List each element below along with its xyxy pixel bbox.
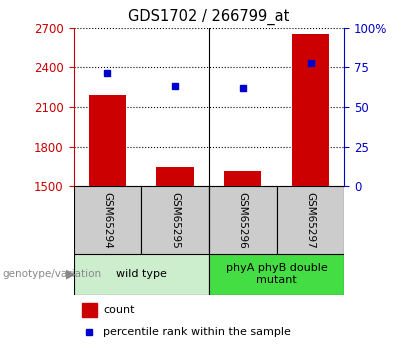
FancyBboxPatch shape [74, 254, 209, 295]
FancyBboxPatch shape [209, 186, 277, 254]
Text: GSM65297: GSM65297 [305, 191, 315, 248]
Bar [89, 95, 126, 186]
Text: count: count [103, 305, 135, 315]
Bar [224, 171, 261, 186]
Text: genotype/variation: genotype/variation [2, 269, 101, 279]
Text: phyA phyB double
mutant: phyA phyB double mutant [226, 264, 328, 285]
Bar [81, 304, 97, 317]
Text: GSM65296: GSM65296 [238, 191, 248, 248]
Bar [292, 34, 329, 186]
Text: wild type: wild type [116, 269, 167, 279]
Text: GSM65295: GSM65295 [170, 191, 180, 248]
Text: GSM65294: GSM65294 [102, 191, 113, 248]
FancyBboxPatch shape [141, 186, 209, 254]
FancyBboxPatch shape [277, 186, 344, 254]
FancyBboxPatch shape [74, 186, 141, 254]
FancyBboxPatch shape [209, 254, 344, 295]
Text: ▶: ▶ [66, 268, 76, 281]
Title: GDS1702 / 266799_at: GDS1702 / 266799_at [128, 9, 290, 25]
Text: percentile rank within the sample: percentile rank within the sample [103, 327, 291, 337]
Bar [157, 167, 194, 186]
